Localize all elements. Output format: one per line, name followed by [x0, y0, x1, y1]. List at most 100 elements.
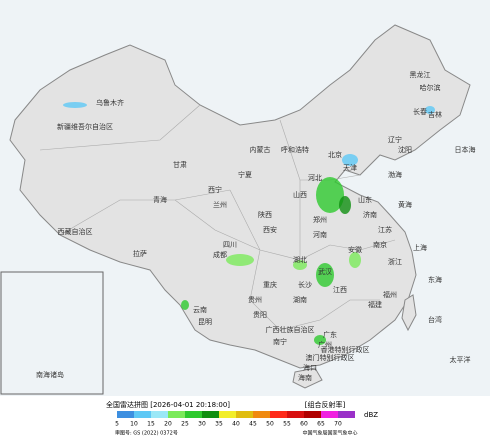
credit: 中国气象局国家气象中心: [302, 430, 357, 437]
south-sea-inset: [0, 271, 104, 395]
echo: [226, 254, 254, 266]
echo: [63, 102, 87, 108]
legend-value: 40: [232, 421, 240, 428]
place-label: 山西: [293, 190, 307, 199]
place-label: 贵阳: [253, 310, 267, 319]
place-label: 济南: [363, 210, 377, 219]
echo: [293, 260, 307, 270]
place-label: 四川: [223, 241, 237, 249]
place-label: 香港特别行政区: [321, 345, 370, 354]
legend-value: 45: [249, 421, 257, 428]
place-label: 湖南: [293, 295, 307, 304]
place-label: 河南: [313, 230, 327, 239]
legend-value: 70: [334, 421, 342, 428]
place-label: 呼和浩特: [281, 145, 309, 154]
place-label: 南海诸岛: [36, 370, 64, 379]
place-label: 甘肃: [173, 160, 187, 169]
place-label: 海南: [298, 373, 312, 382]
color-swatch: [185, 411, 202, 418]
place-label: 沈阳: [398, 145, 412, 154]
echo: [316, 177, 344, 213]
legend-unit: dBZ: [364, 411, 378, 419]
legend-value: 35: [215, 421, 223, 428]
place-label: 云南: [193, 305, 207, 314]
place-label: 山东: [358, 195, 372, 204]
place-label: 陕西: [258, 210, 272, 219]
place-label: 江西: [333, 286, 347, 294]
place-label: 日本海: [455, 145, 476, 154]
legend-value: 65: [317, 421, 325, 428]
color-swatch: [117, 411, 134, 418]
place-label: 广东: [323, 330, 337, 339]
place-label: 浙江: [388, 257, 402, 266]
color-swatch: [134, 411, 151, 418]
color-swatch: [287, 411, 304, 418]
place-label: 辽宁: [388, 135, 402, 144]
place-label: 吉林: [428, 110, 442, 119]
place-label: 西藏自治区: [58, 227, 93, 236]
color-swatch: [304, 411, 321, 418]
color-swatch: [236, 411, 253, 418]
place-label: 西安: [263, 225, 277, 234]
place-label: 长沙: [298, 280, 312, 289]
color-swatch: [202, 411, 219, 418]
legend-value: 50: [266, 421, 274, 428]
place-label: 青海: [153, 195, 167, 204]
place-label: 南京: [373, 240, 387, 249]
echo: [339, 196, 351, 214]
place-label: 内蒙古: [250, 145, 271, 154]
place-label: 兰州: [213, 200, 227, 209]
place-label: 上海: [413, 243, 427, 252]
place-label: 台湾: [428, 315, 442, 324]
place-label: 乌鲁木齐: [96, 98, 124, 107]
place-label: 贵州: [248, 295, 262, 304]
place-label: 广州: [318, 340, 332, 349]
color-swatch: [338, 411, 355, 418]
color-swatch: [270, 411, 287, 418]
echo: [342, 154, 358, 166]
color-swatch: [321, 411, 338, 418]
place-label: 天津: [343, 164, 357, 172]
place-label: 太平洋: [450, 355, 471, 364]
legend-value: 55: [283, 421, 291, 428]
product-name: [组合反射率]: [305, 400, 346, 409]
place-label: 渤海: [388, 170, 402, 179]
place-label: 昆明: [198, 318, 212, 326]
legend-value: 20: [164, 421, 172, 428]
place-label: 江苏: [378, 225, 392, 234]
radar-echoes: [63, 102, 435, 345]
echo: [181, 300, 189, 310]
color-swatch: [168, 411, 185, 418]
place-label: 福州: [383, 290, 397, 299]
place-label: 广西壮族自治区: [266, 325, 315, 334]
place-label: 拉萨: [133, 249, 147, 258]
echo: [316, 263, 334, 287]
place-label: 福建: [368, 300, 382, 309]
place-label: 黄海: [398, 200, 412, 209]
legend-value: 5: [115, 421, 119, 428]
place-label: 东海: [428, 275, 442, 284]
echo: [314, 335, 326, 345]
place-label: 海口: [303, 363, 317, 372]
color-swatch: [219, 411, 236, 418]
taiwan: [401, 294, 417, 332]
place-label: 宁夏: [238, 170, 252, 179]
place-label: 哈尔滨: [420, 83, 441, 92]
place-label: 长春: [413, 107, 427, 116]
legend-value: 30: [198, 421, 206, 428]
place-label: 武汉: [318, 267, 332, 276]
place-label: 澳门特别行政区: [306, 353, 355, 362]
color-swatch: [151, 411, 168, 418]
place-label: 湖北: [293, 255, 307, 264]
place-label: 西宁: [208, 185, 222, 194]
place-label: 黑龙江: [410, 70, 431, 79]
color-swatch: [253, 411, 270, 418]
place-label: 河北: [308, 174, 322, 182]
place-label: 新疆维吾尔自治区: [57, 122, 113, 131]
place-label: 郑州: [313, 216, 327, 224]
legend-title: 全国雷达拼图 [2026-04-01 20:18:00]: [106, 400, 230, 409]
place-label: 安徽: [348, 245, 362, 254]
legend-value: 25: [181, 421, 189, 428]
hainan: [292, 367, 323, 389]
